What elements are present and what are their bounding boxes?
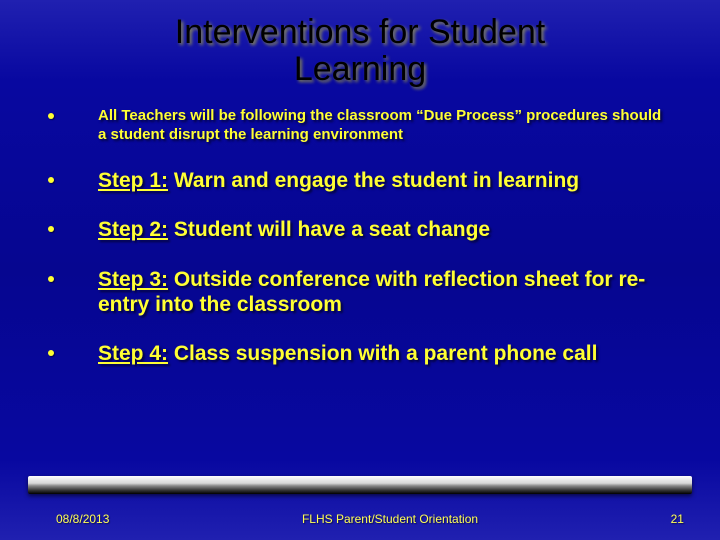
step-text: Class suspension with a parent phone cal… (168, 342, 597, 365)
intro-text: All Teachers will be following the class… (98, 107, 672, 145)
step-label: Step 4: (98, 342, 168, 365)
step-row: Step 1: Warn and engage the student in l… (98, 168, 579, 193)
bullet-dot-icon (48, 177, 54, 183)
step-label: Step 1: (98, 169, 168, 192)
bullet-step-1: Step 1: Warn and engage the student in l… (48, 168, 672, 193)
slide-title: Interventions for StudentLearning (0, 0, 720, 89)
bullet-step-2: Step 2: Student will have a seat change (48, 217, 672, 242)
step-text: Warn and engage the student in learning (168, 169, 579, 192)
step-label: Step 3: (98, 268, 168, 291)
bullet-intro: All Teachers will be following the class… (48, 107, 672, 145)
divider-bar (28, 476, 692, 494)
step-row: Step 2: Student will have a seat change (98, 217, 490, 242)
step-row: Step 4: Class suspension with a parent p… (98, 341, 597, 366)
bullet-step-3: Step 3: Outside conference with reflecti… (48, 267, 672, 317)
bullet-dot-icon (48, 276, 54, 282)
footer-date: 08/8/2013 (56, 512, 109, 526)
bullet-dot-icon (48, 226, 54, 232)
bullet-step-4: Step 4: Class suspension with a parent p… (48, 341, 672, 366)
step-label: Step 2: (98, 218, 168, 241)
step-row: Step 3: Outside conference with reflecti… (98, 267, 672, 317)
bullet-dot-icon (48, 350, 54, 356)
bullet-list: All Teachers will be following the class… (0, 89, 720, 366)
step-text: Outside conference with reflection sheet… (98, 268, 645, 316)
footer: 08/8/2013 FLHS Parent/Student Orientatio… (0, 512, 720, 526)
bullet-dot-icon (48, 113, 54, 119)
footer-center: FLHS Parent/Student Orientation (302, 512, 478, 526)
footer-page-number: 21 (671, 512, 684, 526)
step-text: Student will have a seat change (168, 218, 490, 241)
